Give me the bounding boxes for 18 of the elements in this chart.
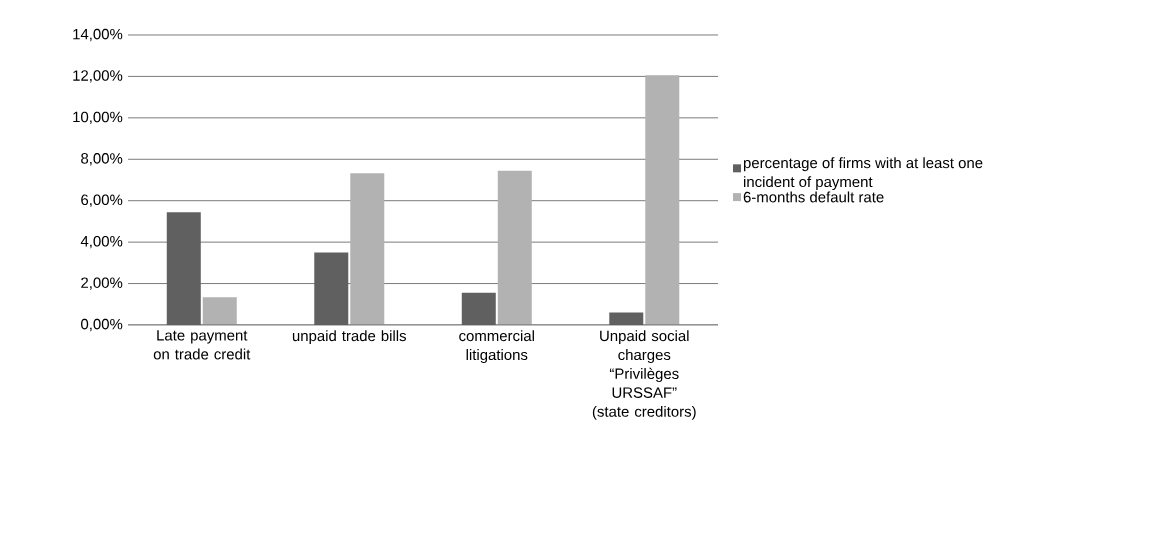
y-tick-label: 12,00% [73,70,123,83]
y-tick-label: 4,00% [80,235,123,249]
x-tick-label: commercial litigations [459,330,534,364]
bar [497,170,532,325]
x-tick-label: Unpaid social charges “Privilèges URSSAF” (state creditors) [592,330,696,420]
y-tick-label: 14,00% [73,28,123,42]
bar [350,173,385,325]
legend-label: 6-months default rate [743,191,884,203]
legend-label: percentage of firms with at least one incident of payment [743,157,983,191]
y-tick-label: 8,00% [81,153,123,166]
bar [645,75,680,325]
x-tick-label: Late payment on trade credit [153,330,251,360]
bar [202,297,237,325]
y-tick-label: 6,00% [81,194,123,207]
y-tick-label: 10,00% [73,111,123,125]
y-tick-label: 2,00% [81,277,123,290]
y-tick-label: 0,00% [81,318,123,332]
x-tick-label: unpaid trade bills [292,330,407,345]
